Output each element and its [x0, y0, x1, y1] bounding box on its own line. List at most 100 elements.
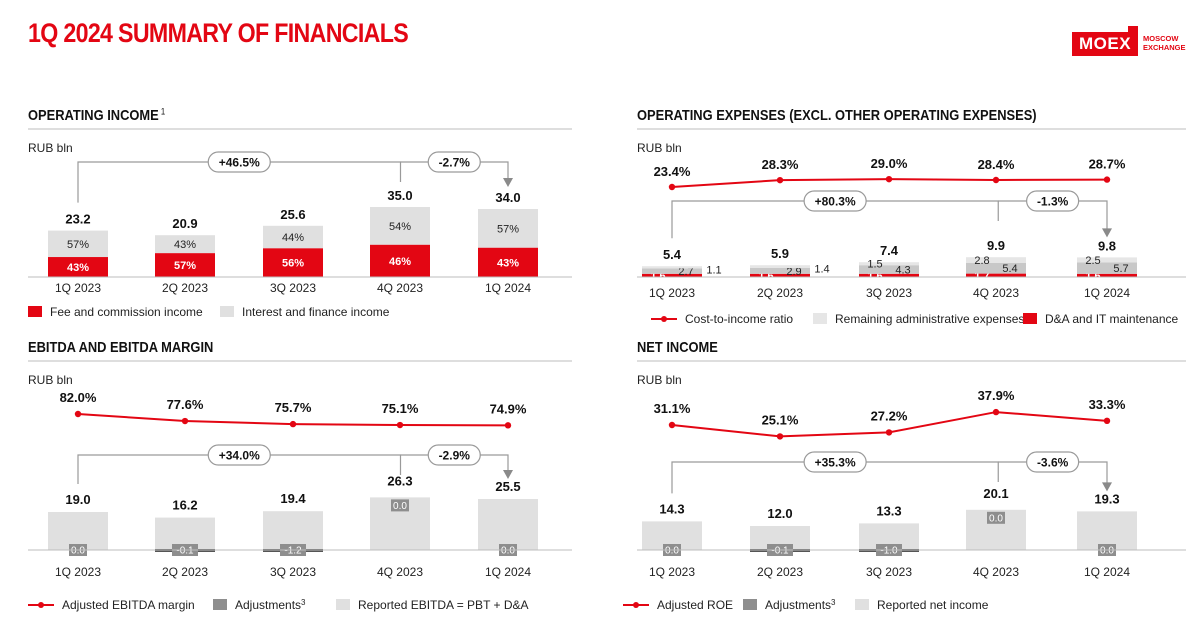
opex-bar-da-1 [750, 273, 810, 277]
moex-logo: MOEX MOSCOW EXCHANGE [1072, 26, 1190, 56]
opinc-unit: RUB bln [28, 141, 73, 155]
opinc-fee-label-3: 46% [389, 256, 411, 268]
opinc-fee-label-2: 56% [282, 258, 304, 270]
ebitda-line-label-0: 82.0% [60, 390, 97, 405]
opex-change-2-pill [1026, 190, 1080, 212]
opinc-bar-fee-3 [370, 244, 430, 277]
opinc-category-3: 4Q 2023 [377, 281, 423, 295]
ebitda-legend-label-2: Reported EBITDA = PBT + D&A [358, 598, 529, 612]
ebitda-legend-sup-1: 3 [301, 598, 306, 607]
ebitda-line-point-3 [396, 421, 404, 429]
opinc-legend-label-0: Fee and commission income [50, 305, 203, 319]
ebitda-legend-label-1: Adjustments3 [235, 598, 306, 613]
ebitda-change-1-pill [207, 444, 271, 466]
opex-legend-swatch-2 [1023, 313, 1037, 324]
opex-bar-remaining-4 [1077, 257, 1137, 263]
logo-line-2: EXCHANGE [1143, 42, 1186, 52]
netinc-adj-label-4: 0.0 [1100, 546, 1114, 557]
opinc-total-1: 20.9 [172, 216, 197, 231]
opex-ratio-label-2: 29.0% [871, 156, 908, 171]
opex-bar-da-3 [966, 273, 1026, 277]
opex-bar-personnel-4 [1077, 262, 1137, 274]
netinc-value-3: 20.1 [983, 486, 1008, 501]
opex-unit: RUB bln [637, 141, 682, 155]
ebitda-adj-label-1: -0.1 [176, 546, 194, 557]
opex-legend-swatch-1 [813, 313, 827, 324]
opinc-fee-label-1: 57% [174, 260, 196, 272]
netinc-adj-label-1: -0.1 [771, 546, 789, 557]
opex-ratio-label-0: 23.4% [654, 164, 691, 179]
opex-bar-da-4 [1077, 273, 1137, 277]
opinc-bar-interest-2 [263, 225, 323, 249]
opex-total-1: 5.9 [771, 246, 789, 261]
ebitda-category-3: 4Q 2023 [377, 565, 423, 579]
netinc-line-label-2: 27.2% [871, 408, 908, 423]
opex-bar-personnel-3 [966, 262, 1026, 274]
ebitda-bar-4 [478, 499, 538, 550]
netinc-adj-label-3: 0.0 [989, 513, 1003, 524]
ebitda-category-4: 1Q 2024 [485, 565, 531, 579]
netinc-legend-swatch-2 [855, 599, 869, 610]
opex-personnel-label-1: 2.9 [786, 266, 801, 278]
ebitda-bracket-arrow [503, 470, 513, 479]
opinc-interest-label-3: 54% [389, 221, 411, 233]
netinc-legend-swatch-1 [743, 599, 757, 610]
netinc-value-0: 14.3 [659, 501, 684, 516]
ebitda-category-2: 3Q 2023 [270, 565, 316, 579]
netinc-line-point-2 [885, 429, 893, 436]
opinc-legend-label-1: Interest and finance income [242, 305, 390, 319]
opinc-title-sup: 1 [159, 106, 166, 117]
opex-personnel-label-3: 5.4 [1002, 263, 1017, 275]
opex-remaining-label-4: 2.5 [1085, 255, 1100, 267]
ebitda-line-point-2 [289, 420, 297, 428]
netinc-adj-label-2: -1.0 [880, 546, 898, 557]
ebitda-line-point-0 [74, 410, 82, 418]
opinc-bar-interest-0 [48, 230, 108, 258]
opex-bar-personnel-2 [859, 265, 919, 274]
opinc-bracket-arrow [503, 178, 513, 187]
opinc-legend-swatch-0 [28, 306, 42, 317]
ebitda-change-2-label: -2.9% [439, 449, 471, 463]
opex-category-1: 2Q 2023 [757, 286, 803, 300]
opex-remaining-label-0: 1.1 [706, 264, 721, 276]
opex-ratio-label-3: 28.4% [978, 157, 1015, 172]
ebitda-line-label-2: 75.7% [275, 400, 312, 415]
opex-bar-remaining-0 [642, 266, 702, 269]
opex-ratio-label-4: 28.7% [1089, 157, 1126, 172]
ebitda-change-2-pill [427, 444, 481, 466]
ebitda-value-2: 19.4 [280, 491, 306, 506]
opex-personnel-label-2: 4.3 [895, 265, 910, 277]
ebitda-title: EBITDA AND EBITDA MARGIN [28, 338, 213, 355]
netinc-legend-label-2: Reported net income [877, 598, 989, 612]
netinc-line-label-1: 25.1% [762, 412, 799, 427]
opex-remaining-label-2: 1.5 [867, 259, 882, 271]
opex-category-2: 3Q 2023 [866, 286, 912, 300]
ebitda-line-point-1 [181, 417, 189, 425]
ebitda-legend-swatch-1 [213, 599, 227, 610]
opex-ratio-point-4 [1103, 176, 1111, 183]
ebitda-line-point-4 [504, 422, 512, 429]
opinc-interest-label-2: 44% [282, 232, 304, 244]
opinc-total-2: 25.6 [280, 207, 305, 222]
ebitda-legend-label-0: Adjusted EBITDA margin [62, 598, 195, 612]
opex-legend-label-2: D&A and IT maintenance [1045, 312, 1179, 326]
opinc-fee-label-4: 43% [497, 257, 519, 269]
netinc-category-2: 3Q 2023 [866, 565, 912, 579]
ebitda-adj-box-3 [391, 499, 409, 512]
page-title: 1Q 2024 SUMMARY OF FINANCIALS [28, 18, 409, 48]
ebitda-adj-label-2: -1.2 [284, 546, 302, 557]
opex-total-2: 7.4 [880, 243, 899, 258]
opinc-legend-swatch-1 [220, 306, 234, 317]
logo-subtitle: MOSCOW EXCHANGE [1143, 34, 1186, 52]
opinc-bar-interest-1 [155, 235, 215, 254]
opinc-change-2-label: -2.7% [439, 156, 471, 170]
netinc-change-1-label: +35.3% [815, 456, 856, 470]
opex-bar-remaining-3 [966, 257, 1026, 263]
opex-total-3: 9.9 [987, 238, 1005, 253]
opex-bar-da-0 [642, 273, 702, 277]
logo-corner-mark [1128, 26, 1138, 32]
netinc-category-1: 2Q 2023 [757, 565, 803, 579]
ebitda-line-label-4: 74.9% [490, 401, 527, 416]
netinc-adj-box-3 [987, 511, 1005, 524]
